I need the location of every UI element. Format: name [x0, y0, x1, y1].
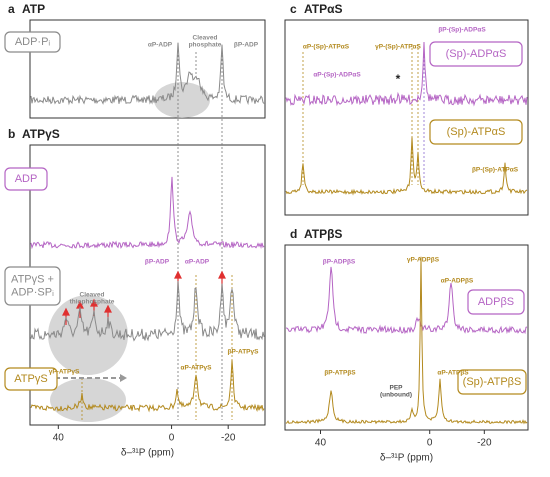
panel-label: c [290, 2, 297, 16]
panel-title: ATPαS [304, 2, 343, 16]
spectrum [30, 42, 265, 106]
annotation: βP-ADP [145, 259, 170, 266]
arrow-head [174, 270, 182, 279]
panel-label: a [8, 2, 15, 16]
x-tick-label: 0 [427, 438, 433, 449]
arrow-head [104, 304, 112, 313]
annotation: thiophosphate [70, 299, 115, 306]
spectrum [30, 280, 265, 342]
legend-box [429, 41, 523, 67]
annotation: γP-ATPγS [49, 369, 80, 376]
legend-box [429, 119, 523, 145]
annotation: βP-ATPβS [324, 370, 356, 377]
legend-label: ADP·Pᵢ [15, 36, 51, 48]
legend-label: (Sp)-ATPβS [463, 376, 522, 388]
legend-box [467, 289, 525, 315]
x-tick-label: -20 [221, 433, 236, 444]
annotation: αP-ATPγS [181, 365, 213, 372]
panel-label: b [8, 127, 15, 141]
annotation: βP-(Sp)-ATPαS [472, 167, 519, 174]
legend-box [457, 369, 527, 395]
x-axis-label: δ–³¹P (ppm) [380, 453, 433, 464]
annotation: αP-ADPβS [441, 278, 474, 285]
x-tick-label: 40 [315, 438, 327, 449]
legend-label: ADP [15, 173, 38, 185]
spectrum [30, 176, 265, 250]
highlight [154, 82, 210, 118]
panel-title: ATPγS [22, 127, 60, 141]
annotation: Cleaved [80, 292, 105, 299]
annotation: βP-(Sp)-ADPαS [438, 27, 486, 34]
panel-title: ATP [22, 2, 45, 16]
legend-label: ADPβS [478, 296, 514, 308]
panel-title: ATPβS [304, 227, 342, 241]
panel-label: d [290, 227, 297, 241]
annotation: phosphate [189, 42, 222, 49]
spectrum [285, 266, 528, 335]
annotation: βP-ADPβS [323, 259, 356, 266]
legend-box [4, 266, 61, 306]
annotation: Cleaved [193, 35, 218, 42]
annotation: γP-(Sp)-ATPαS [375, 44, 421, 51]
legend-box [4, 31, 61, 53]
spectrum [285, 41, 528, 107]
annotation: αP-ATPβS [437, 370, 469, 377]
x-tick-label: 40 [53, 433, 65, 444]
annotation: αP-ADP [185, 259, 210, 266]
annotation: αP-(Sp)-ADPαS [313, 72, 361, 79]
arrow-head [218, 270, 226, 279]
arrow-head [62, 307, 70, 316]
annotation: βP-ADP [234, 42, 259, 49]
annotation: * [396, 72, 401, 86]
panel-a-frame [29, 19, 266, 119]
annotation: PEP [389, 385, 403, 392]
legend-label: ADP·SPᵢ [11, 286, 54, 298]
spectrum [285, 137, 528, 196]
arrow-head [90, 298, 98, 307]
legend-label: (Sp)-ADPαS [446, 48, 507, 60]
annotation: γP-ADPβS [407, 257, 440, 264]
annotation: βP-ATPγS [228, 349, 260, 356]
annotation: (unbound) [380, 392, 412, 399]
annotation: αP-(Sp)-ATPαS [303, 44, 350, 51]
panel-c-frame [284, 19, 529, 216]
legend-label: ATPγS + [11, 273, 54, 285]
panel-d-frame [284, 244, 529, 431]
x-tick-label: -20 [477, 438, 492, 449]
legend-label: ATPγS [14, 373, 47, 385]
highlight [50, 378, 126, 422]
annotation: αP-ADP [148, 42, 173, 49]
spectrum [285, 256, 528, 425]
legend-box [4, 167, 48, 191]
x-tick-label: 0 [169, 433, 175, 444]
legend-box [4, 367, 58, 391]
legend-label: (Sp)-ATPαS [447, 126, 506, 138]
spectrum [30, 359, 265, 413]
x-axis-label: δ–³¹P (ppm) [121, 448, 174, 459]
